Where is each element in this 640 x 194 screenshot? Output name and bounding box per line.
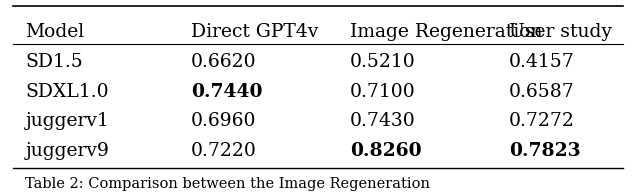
Text: 0.7272: 0.7272 <box>509 112 575 130</box>
Text: 0.6620: 0.6620 <box>191 53 257 71</box>
Text: SDXL1.0: SDXL1.0 <box>26 83 109 101</box>
Text: 0.7220: 0.7220 <box>191 142 257 160</box>
Text: Image Regeneration: Image Regeneration <box>350 23 543 41</box>
Text: SD1.5: SD1.5 <box>26 53 83 71</box>
Text: juggerv9: juggerv9 <box>26 142 109 160</box>
Text: Model: Model <box>26 23 84 41</box>
Text: Table 2: Comparison between the Image Regeneration: Table 2: Comparison between the Image Re… <box>26 177 431 191</box>
Text: 0.4157: 0.4157 <box>509 53 575 71</box>
Text: 0.7823: 0.7823 <box>509 142 580 160</box>
Text: 0.7430: 0.7430 <box>350 112 415 130</box>
Text: 0.6587: 0.6587 <box>509 83 575 101</box>
Text: 0.8260: 0.8260 <box>350 142 422 160</box>
Text: Direct GPT4v: Direct GPT4v <box>191 23 318 41</box>
Text: juggerv1: juggerv1 <box>26 112 109 130</box>
Text: 0.7440: 0.7440 <box>191 83 262 101</box>
Text: 0.6960: 0.6960 <box>191 112 257 130</box>
Text: 0.7100: 0.7100 <box>350 83 415 101</box>
Text: User study: User study <box>509 23 612 41</box>
Text: 0.5210: 0.5210 <box>350 53 415 71</box>
